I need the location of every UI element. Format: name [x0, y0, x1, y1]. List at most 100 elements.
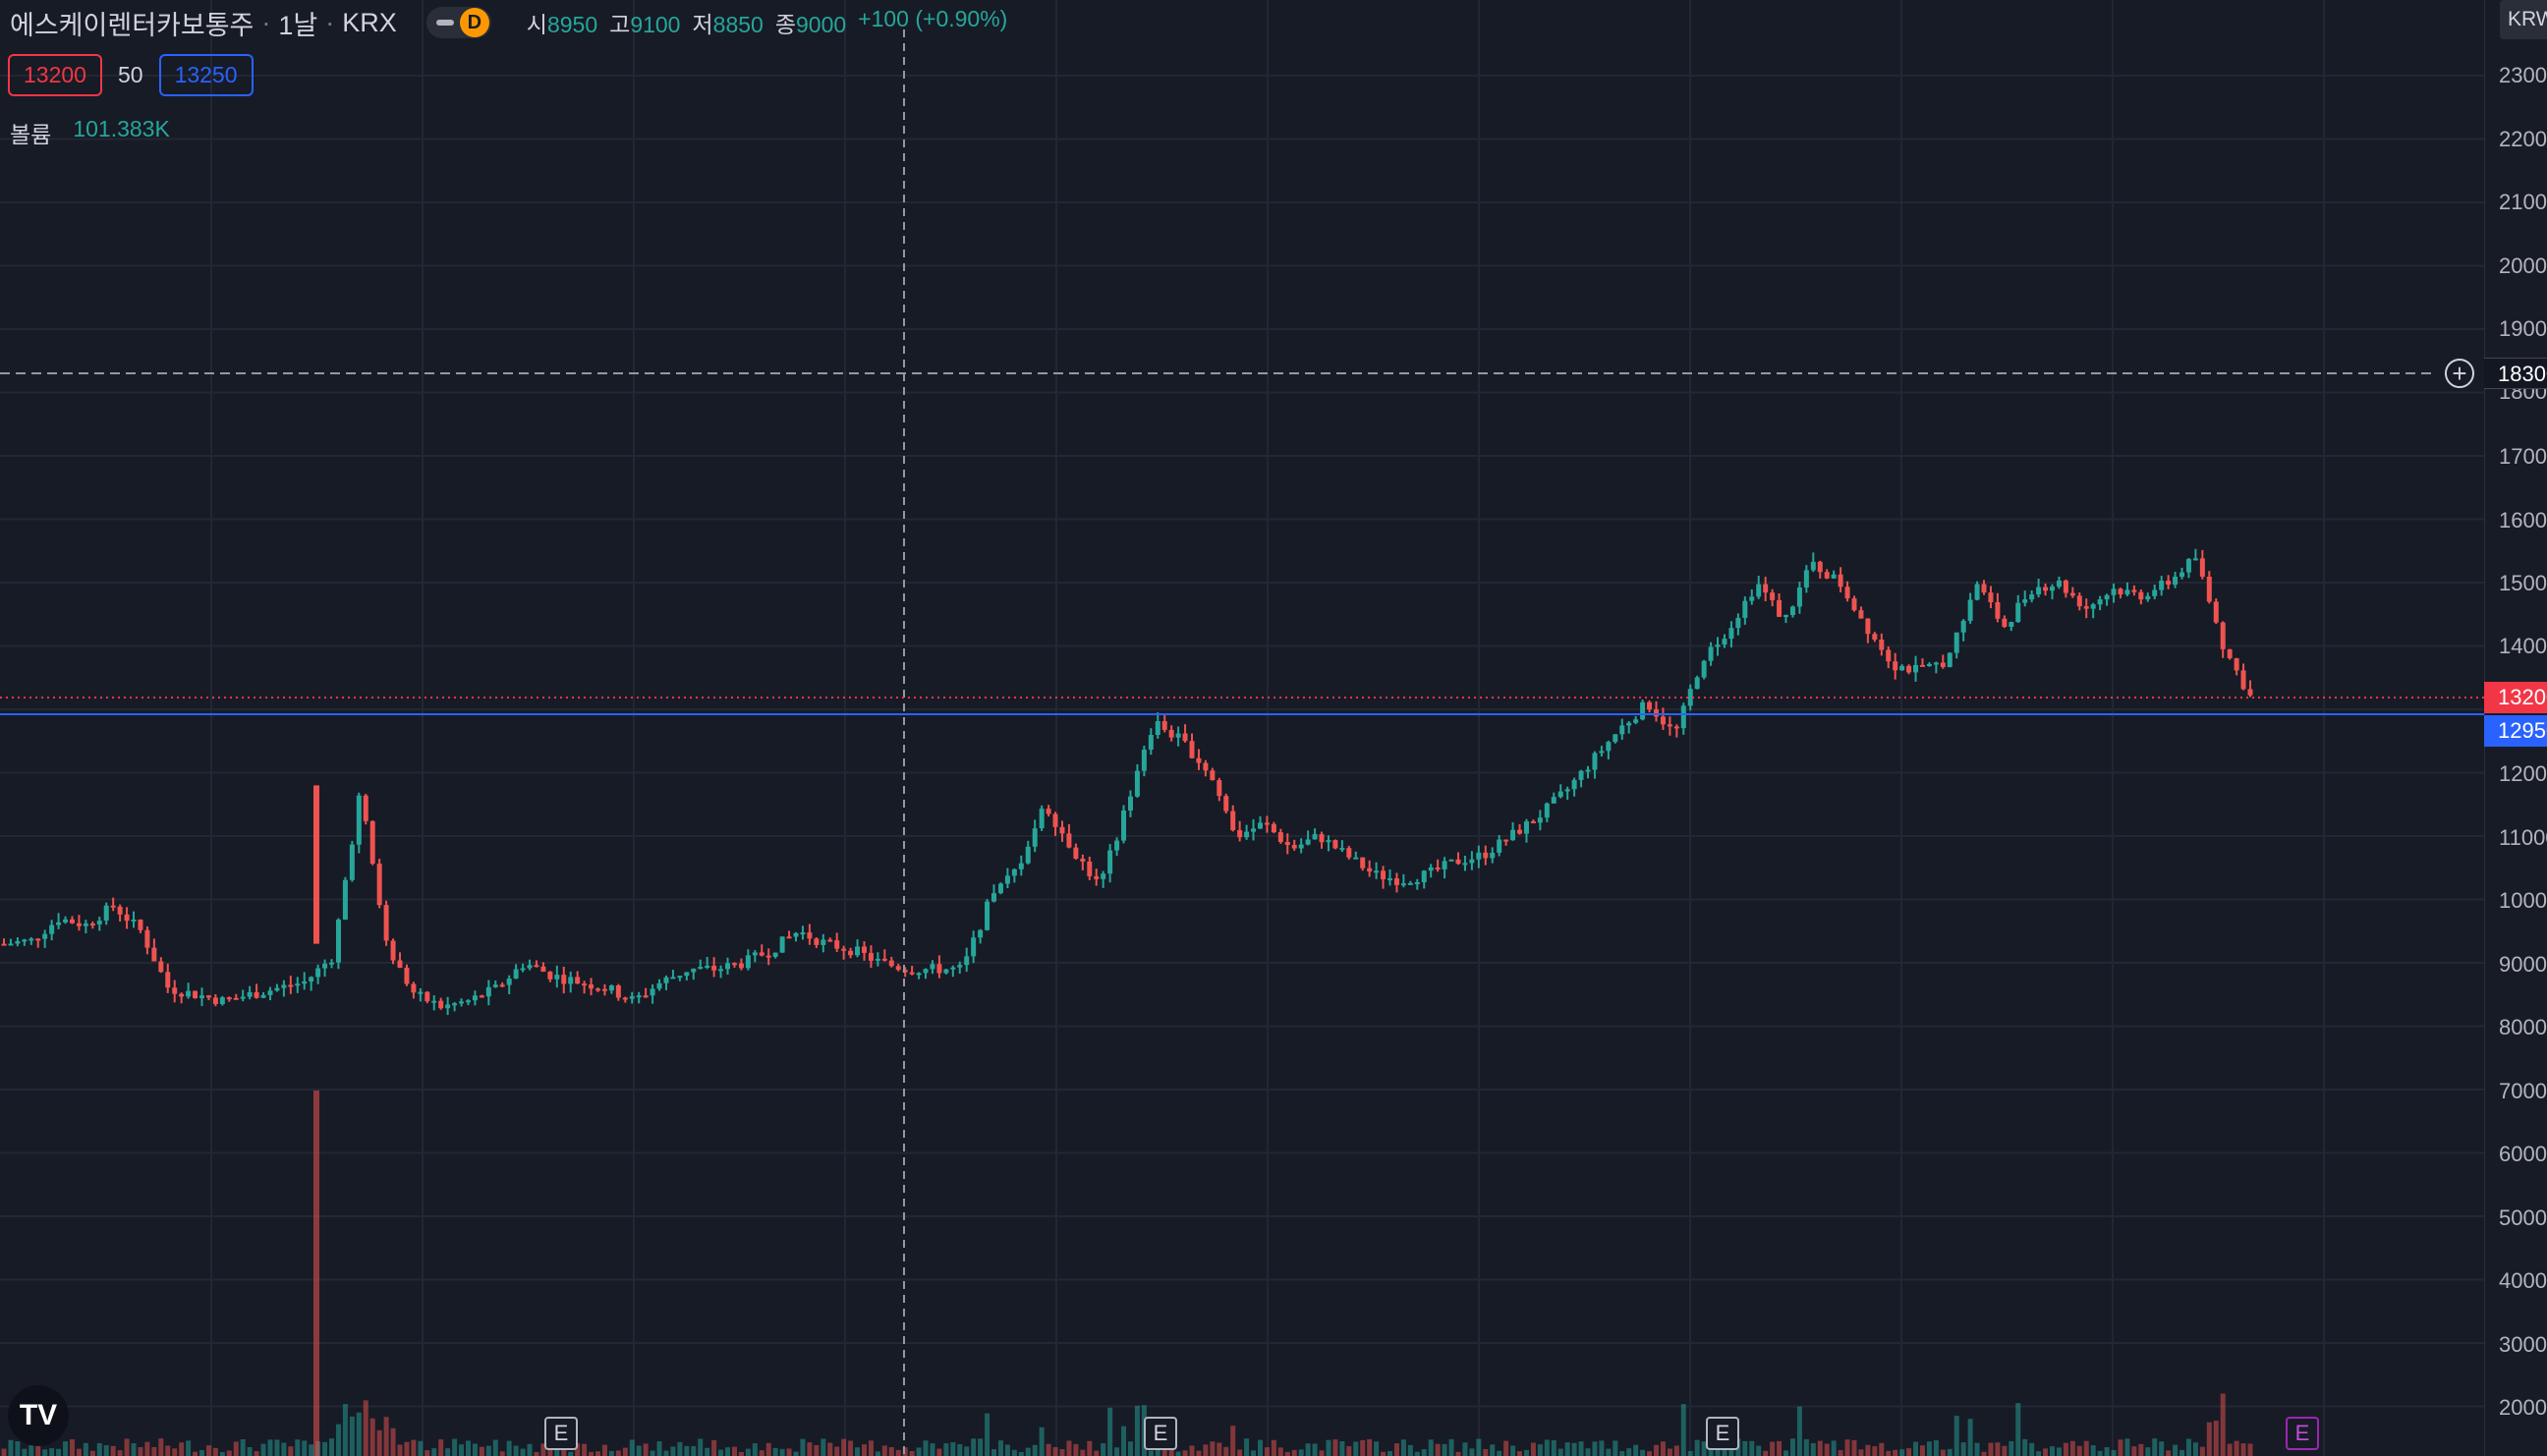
volume-bar	[2111, 1450, 2117, 1456]
candle-body	[1230, 811, 1236, 831]
candle-body	[2049, 587, 2055, 591]
volume-bar	[834, 1446, 840, 1456]
candle-body	[35, 938, 41, 941]
add-plus-icon[interactable]: +	[2445, 359, 2474, 388]
candle-body	[274, 987, 280, 991]
volume-bar	[1483, 1448, 1489, 1456]
volume-bar	[1517, 1451, 1523, 1456]
chart-grid	[0, 0, 2484, 1456]
price-chart[interactable]	[0, 0, 2484, 1456]
candle-body	[2166, 581, 2172, 586]
symbol-name[interactable]: 에스케이렌터카보통주	[10, 10, 255, 40]
volume-bar	[267, 1439, 273, 1456]
candle-body	[110, 905, 116, 908]
volume-bar	[1803, 1438, 1809, 1456]
candle-body	[2083, 606, 2089, 609]
candle-body	[978, 929, 984, 938]
candle-body	[936, 964, 942, 974]
candle-body	[2206, 576, 2212, 602]
volume-bar	[1360, 1439, 1366, 1456]
market-status-pill[interactable]: D	[425, 7, 491, 38]
earnings-event-marker-upcoming[interactable]: E	[2286, 1417, 2319, 1450]
earnings-event-marker[interactable]: E	[1706, 1417, 1739, 1450]
candle-body	[1182, 733, 1188, 742]
spread-value: 50	[117, 62, 143, 87]
candle-body	[1933, 662, 1939, 665]
volume-bar	[1708, 1450, 1714, 1456]
candle-body	[1161, 721, 1167, 730]
volume-bar	[472, 1443, 478, 1456]
candle-body	[698, 967, 704, 970]
candle-body	[329, 962, 335, 965]
candle-body	[322, 963, 328, 969]
volume-bar	[492, 1439, 498, 1456]
volume-bar	[1032, 1444, 1038, 1456]
candle-body	[2159, 581, 2165, 590]
volume-bar	[615, 1450, 621, 1456]
volume-bar	[731, 1446, 737, 1456]
volume-bar	[1326, 1439, 1331, 1456]
candle-body	[1742, 600, 1748, 618]
volume-bar	[1381, 1451, 1387, 1456]
volume-bar	[636, 1445, 642, 1456]
candle-body	[1926, 663, 1932, 667]
earnings-event-marker[interactable]: E	[544, 1417, 578, 1450]
volume-bar	[1557, 1448, 1563, 1456]
volume-bar	[868, 1440, 874, 1456]
volume-bar	[1865, 1444, 1871, 1456]
volume-bar	[520, 1448, 526, 1456]
candle-body	[786, 936, 792, 939]
volume-bar	[124, 1438, 130, 1456]
volume-bar	[793, 1451, 799, 1456]
volume-bar	[964, 1446, 970, 1456]
volume-bar	[827, 1442, 833, 1456]
candle-body	[1155, 721, 1160, 736]
candle-body	[1442, 861, 1447, 869]
volume-bar	[1066, 1440, 1072, 1456]
volume-bar	[1728, 1445, 1734, 1456]
candle-body	[499, 984, 505, 987]
volume-bar	[445, 1448, 451, 1456]
candle-body	[1919, 664, 1925, 667]
volume-bar	[608, 1450, 614, 1456]
candle-body	[2022, 599, 2028, 603]
candle-body	[1298, 844, 1304, 849]
volume-bar	[1783, 1450, 1789, 1456]
volume-bar	[1926, 1441, 1932, 1456]
candle-body	[711, 965, 717, 971]
candle-body	[186, 990, 192, 997]
volume-bar	[765, 1442, 771, 1456]
earnings-event-marker[interactable]: E	[1144, 1417, 1177, 1450]
sell-price-button[interactable]: 13200	[8, 54, 102, 96]
candle-body	[1530, 821, 1536, 824]
buy-price-button[interactable]: 13250	[158, 54, 254, 96]
candle-body	[2173, 577, 2179, 586]
interval-label[interactable]: 1날	[278, 10, 318, 40]
volume-bar	[1127, 1441, 1133, 1456]
volume-bar	[1182, 1450, 1188, 1456]
volume-bar	[547, 1445, 553, 1456]
candle-body	[1141, 750, 1147, 771]
currency-button[interactable]: KRW	[2500, 0, 2547, 39]
volume-bar	[369, 1418, 375, 1456]
volume-label[interactable]: 볼륨	[10, 122, 52, 147]
volume-bar	[151, 1446, 157, 1456]
candle-body	[1960, 620, 1966, 633]
volume-bar	[814, 1444, 820, 1456]
candle-body	[725, 963, 731, 970]
volume-bar	[950, 1442, 956, 1456]
candle-body	[1175, 733, 1181, 738]
tradingview-logo[interactable]: TV	[8, 1385, 69, 1446]
candle-body	[1251, 828, 1257, 832]
volume-bar	[49, 1448, 55, 1456]
candle-body	[1858, 610, 1864, 619]
volume-bar	[2192, 1442, 2198, 1456]
minus-icon	[435, 20, 454, 26]
volume-bar	[1742, 1440, 1748, 1456]
volume-bar	[575, 1443, 581, 1456]
candle-body	[2090, 604, 2096, 609]
high-value: 9100	[630, 12, 681, 37]
volume-bar	[349, 1416, 355, 1456]
volume-bar	[2124, 1438, 2130, 1456]
candle-body	[595, 988, 601, 991]
